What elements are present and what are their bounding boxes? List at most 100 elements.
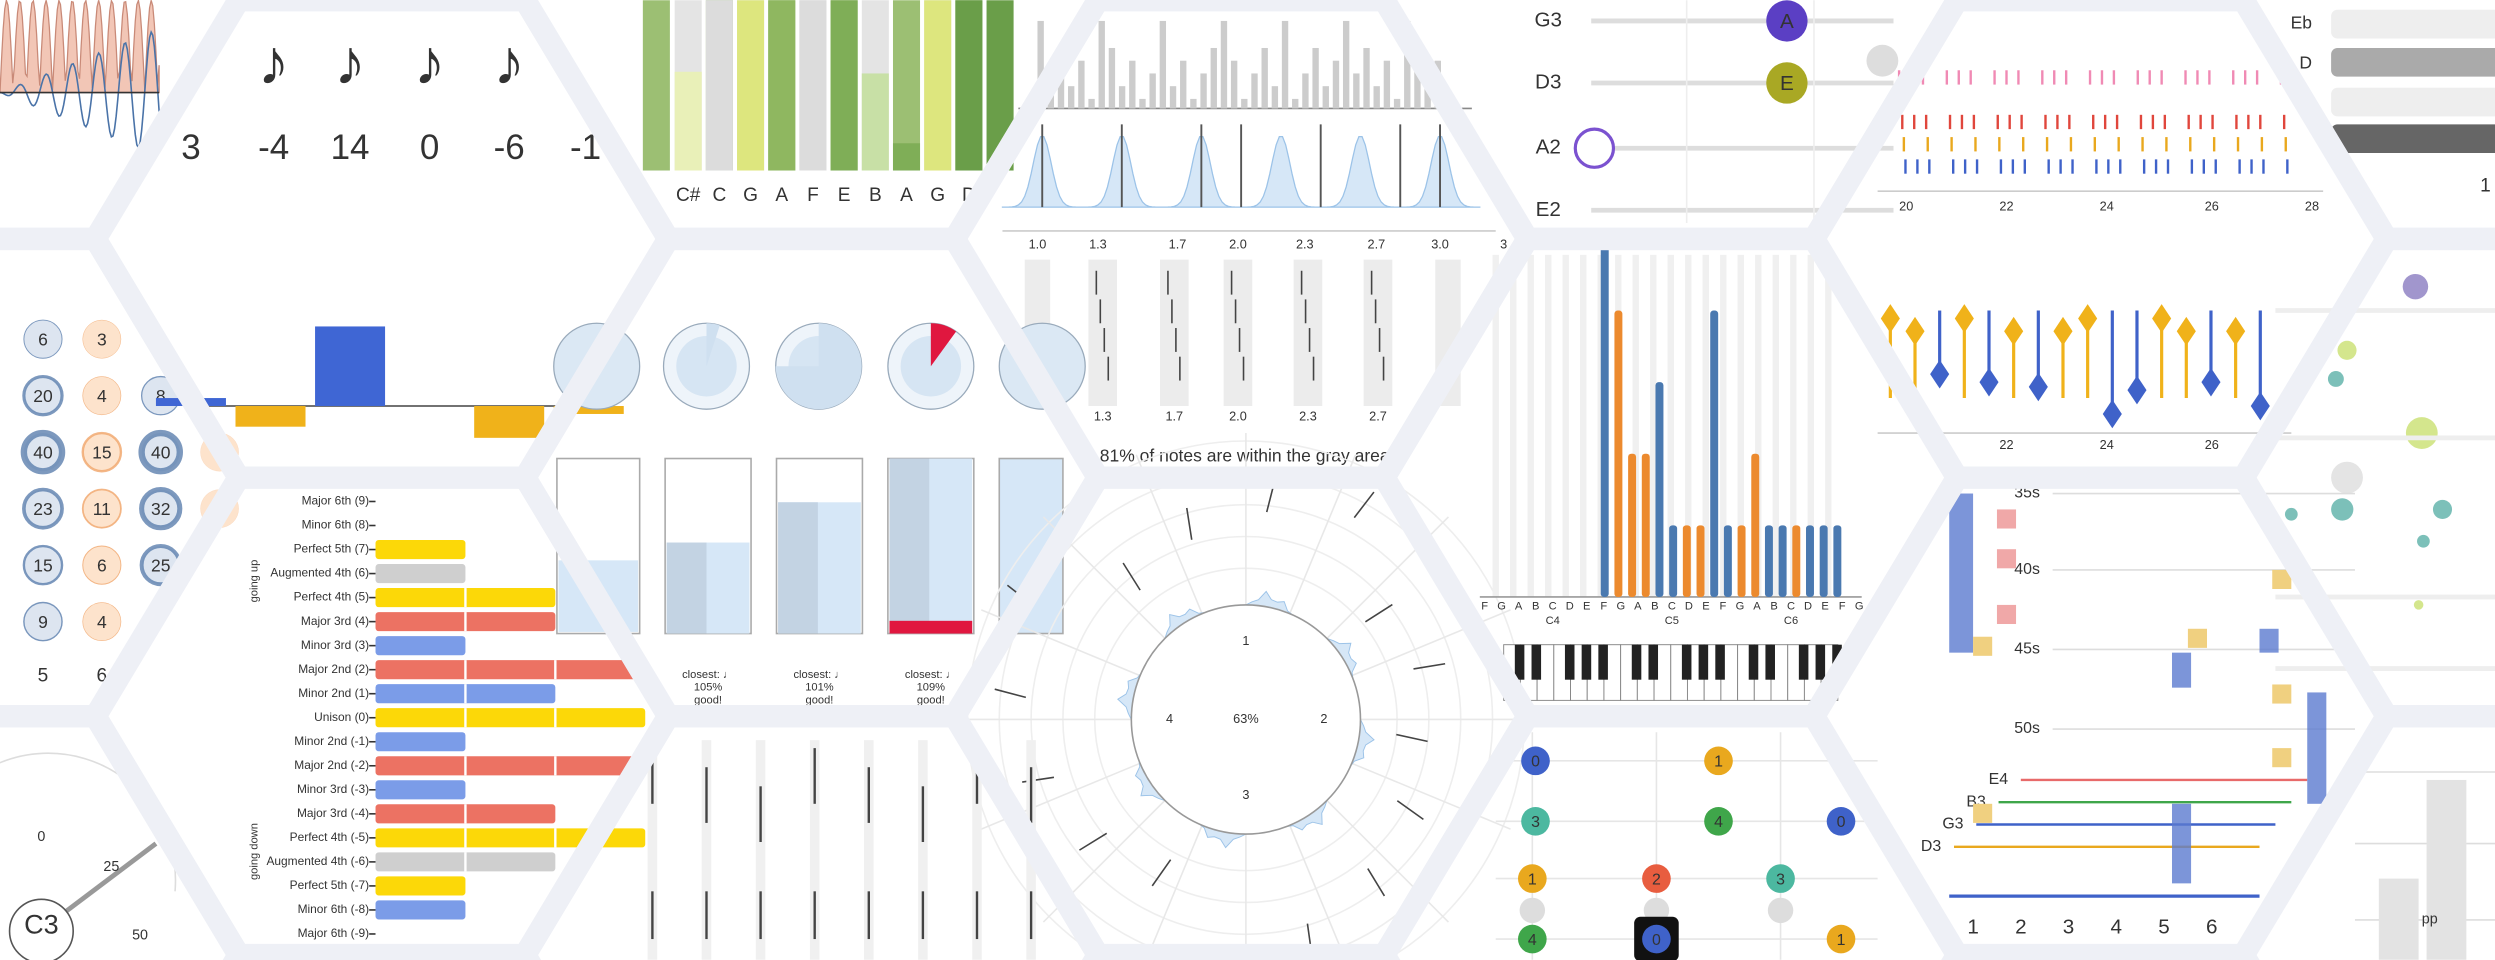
gauge-percent: 105% — [694, 682, 723, 694]
fret-dot — [1704, 806, 1733, 836]
bar — [375, 660, 646, 680]
x-tick-label: 26 — [2205, 198, 2219, 213]
spark-bar — [1261, 47, 1268, 109]
spark-bar — [1139, 98, 1146, 109]
black-key — [1815, 644, 1826, 680]
fret-number: 0 — [1531, 754, 1540, 771]
key-label: C — [1787, 600, 1795, 612]
spark-bar — [1302, 73, 1309, 109]
bar — [375, 876, 466, 896]
onset — [1151, 859, 1172, 887]
bar — [1600, 238, 1609, 597]
grid-value: 15 — [92, 442, 111, 462]
time-label: 35s — [2014, 485, 2040, 502]
spark-bar — [1180, 60, 1187, 109]
x-tick-label: 28 — [2305, 198, 2319, 213]
hex-border — [1802, 466, 2398, 960]
x-tick-label: G — [743, 185, 758, 206]
spark-bar — [1210, 47, 1217, 109]
onset — [1122, 562, 1141, 591]
onset — [1367, 868, 1386, 897]
black-key — [1681, 644, 1692, 680]
x-tick-label: C — [712, 185, 726, 206]
interval-label: Perfect 4th (5) — [294, 590, 370, 604]
grid-value: 23 — [33, 499, 52, 519]
spark-bar — [1312, 47, 1319, 109]
diamond — [1930, 359, 1950, 389]
bar — [1737, 525, 1746, 597]
grid-dot — [22, 487, 64, 530]
x-tick-label: 1.3 — [1089, 237, 1107, 252]
fret-number: 1 — [1714, 754, 1723, 771]
gauge-note: closest: ♩ — [682, 669, 734, 681]
radial-label: 4 — [1166, 711, 1173, 726]
octave-label: C4 — [1546, 615, 1560, 627]
octave-label: C5 — [1665, 615, 1679, 627]
bar-background — [642, 0, 670, 171]
bar — [1641, 453, 1650, 597]
string-label: E2 — [1536, 198, 1561, 221]
note-dot — [1866, 44, 1899, 77]
black-key — [1748, 644, 1759, 680]
pitch-label: D — [2299, 53, 2312, 73]
spark-bar — [1088, 98, 1095, 109]
x-tick-label: A — [900, 185, 913, 206]
bar — [955, 0, 983, 171]
spark-bar — [1230, 60, 1238, 109]
x-tick-label: C# — [676, 185, 701, 206]
grid-dot — [82, 319, 122, 359]
tuner-note — [8, 898, 74, 960]
column-label: 5 — [38, 666, 49, 687]
interval-label: Minor 3rd (3) — [301, 638, 369, 652]
spark-bar — [1373, 86, 1380, 109]
string-label: E4 — [1989, 771, 2009, 788]
spark-bar — [1342, 20, 1350, 109]
key-label: G — [1855, 600, 1864, 612]
x-tick-label: 2.3 — [1299, 409, 1317, 424]
spark-bar — [1220, 20, 1228, 109]
key-label: B — [1770, 600, 1777, 612]
spark-bar — [1404, 20, 1411, 109]
bar — [375, 708, 646, 728]
key-label: D — [1566, 600, 1574, 612]
bar — [674, 71, 702, 171]
bubble — [2337, 340, 2357, 360]
dynamic-label: pp — [2422, 912, 2438, 928]
bubble — [2402, 273, 2429, 300]
fret-label: 4 — [2111, 915, 2123, 938]
bar — [375, 756, 646, 776]
spark-bar — [1078, 60, 1085, 109]
diamond — [2152, 304, 2172, 333]
bar — [1710, 310, 1719, 597]
spark-bar — [1414, 47, 1421, 109]
spark-bar — [1037, 20, 1044, 109]
tuner-tick: 25 — [103, 859, 119, 875]
radial-label: 1 — [1242, 633, 1249, 648]
count-label: 1 — [2480, 175, 2491, 196]
wave-area — [0, 0, 160, 94]
key-label: D — [1804, 600, 1812, 612]
grid-value: 6 — [97, 555, 107, 575]
grid-dot — [82, 602, 122, 642]
black-key — [1581, 644, 1592, 680]
note-label: A — [1780, 10, 1794, 33]
bar — [375, 564, 466, 584]
black-key — [1631, 644, 1642, 680]
interval-label: Augmented 4th (6) — [270, 566, 369, 580]
gray-area — [1159, 259, 1189, 407]
time-label: 40s — [2014, 561, 2040, 578]
bubble — [2331, 461, 2363, 494]
grid-dot — [139, 487, 183, 531]
bubble — [2417, 534, 2430, 548]
fret-dot — [1521, 746, 1550, 776]
pie-wedge — [775, 323, 862, 410]
grid-value: 20 — [33, 386, 53, 406]
black-key — [1514, 644, 1525, 680]
key-label: E — [1702, 600, 1709, 612]
diamond — [1905, 316, 1925, 346]
x-tick-label: 2.0 — [1229, 237, 1247, 252]
diamond — [2176, 316, 2196, 346]
gray-area — [1223, 259, 1253, 407]
key-label: G — [1736, 600, 1745, 612]
bar — [375, 828, 646, 848]
